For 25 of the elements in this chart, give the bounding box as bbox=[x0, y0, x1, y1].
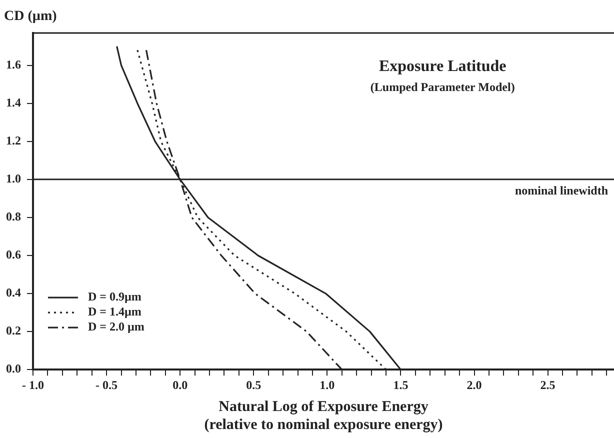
y-tick-label: 1.6 bbox=[6, 57, 21, 72]
x-tick-label: 0.5 bbox=[246, 378, 262, 392]
x-axis-title: Natural Log of Exposure Energy (relative to nominal exposure energy) bbox=[204, 398, 443, 433]
legend-label: D = 0.9µm bbox=[88, 290, 142, 304]
y-tick-label: 0.4 bbox=[6, 286, 21, 300]
x-tick-label: - 1.0 bbox=[22, 378, 44, 392]
y-axis-title: CD (µm) bbox=[4, 9, 58, 24]
y-tick-label: 1.2 bbox=[6, 133, 21, 148]
x-tick-label: 2.0 bbox=[466, 378, 482, 392]
x-tick-label: 1.0 bbox=[320, 378, 335, 392]
y-tick-label: 0.0 bbox=[6, 362, 21, 376]
x-tick-label: - 0.5 bbox=[96, 378, 118, 392]
y-tick-label: 1.0 bbox=[6, 172, 21, 186]
ref-line-label: nominal linewidth bbox=[514, 184, 608, 198]
x-tick-label: 1.5 bbox=[393, 378, 408, 392]
y-tick-label: 0.6 bbox=[6, 248, 21, 262]
x-tick-label: 0.0 bbox=[172, 378, 188, 392]
text: (Lumped Parameter Model) bbox=[370, 80, 515, 94]
y-tick-label: 0.8 bbox=[6, 210, 21, 224]
legend-label: D = 2.0 µm bbox=[88, 320, 144, 334]
legend-label: D = 1.4µm bbox=[88, 304, 142, 319]
x-tick-label: 2.5 bbox=[540, 378, 556, 392]
y-tick-label: 1.4 bbox=[6, 95, 21, 110]
text: Exposure Latitude bbox=[378, 58, 506, 75]
y-tick-label: 0.2 bbox=[6, 324, 21, 338]
